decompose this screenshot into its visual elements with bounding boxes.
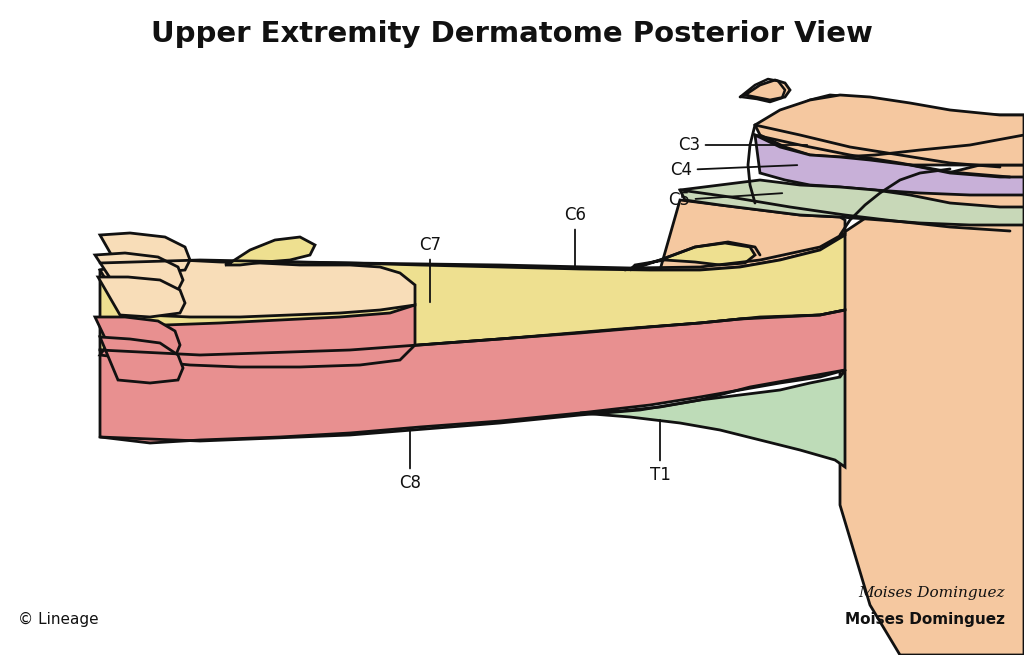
Text: C5: C5 (668, 191, 782, 209)
Text: T1: T1 (649, 420, 671, 484)
Polygon shape (755, 135, 1024, 195)
Polygon shape (745, 80, 790, 100)
Polygon shape (580, 370, 845, 467)
Polygon shape (100, 260, 415, 317)
Polygon shape (98, 277, 185, 317)
Polygon shape (680, 180, 1024, 225)
Polygon shape (100, 310, 845, 443)
Polygon shape (100, 305, 415, 367)
Text: C4: C4 (670, 161, 798, 179)
Text: © Lineage: © Lineage (18, 612, 98, 627)
Text: C6: C6 (564, 206, 586, 267)
Text: C3: C3 (678, 136, 807, 154)
Polygon shape (95, 253, 183, 293)
Polygon shape (630, 243, 755, 270)
Polygon shape (100, 337, 183, 383)
Polygon shape (225, 237, 315, 265)
Polygon shape (760, 95, 1024, 165)
Polygon shape (100, 233, 190, 273)
Text: Moises Dominguez: Moises Dominguez (845, 612, 1005, 627)
Polygon shape (840, 165, 1024, 655)
Text: Upper Extremity Dermatome Posterior View: Upper Extremity Dermatome Posterior View (152, 20, 872, 48)
Polygon shape (95, 317, 180, 361)
Text: Moises Dominguez: Moises Dominguez (858, 586, 1005, 600)
Text: C7: C7 (419, 236, 441, 302)
Polygon shape (755, 95, 1024, 157)
Polygon shape (660, 200, 845, 270)
Text: C8: C8 (399, 428, 421, 492)
Polygon shape (100, 235, 845, 355)
